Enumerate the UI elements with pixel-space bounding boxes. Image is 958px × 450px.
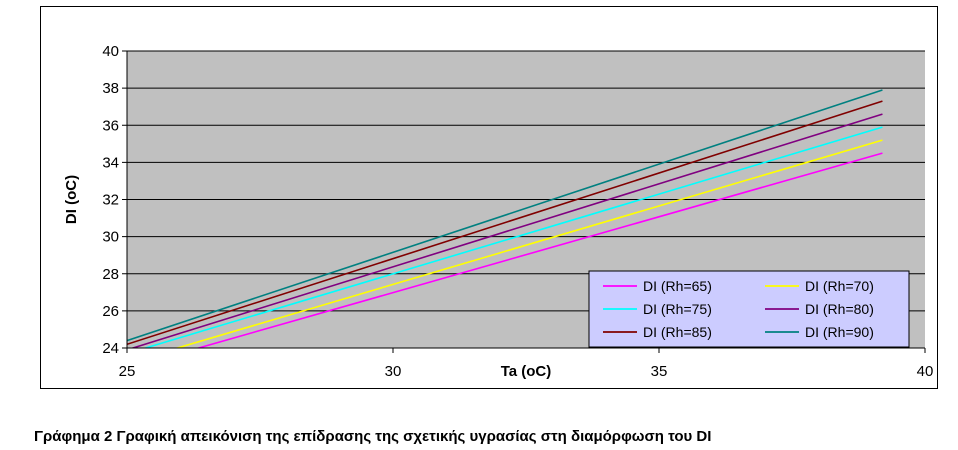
axes bbox=[122, 50, 926, 353]
y-tick-label: 32 bbox=[102, 192, 119, 209]
y-tick-label: 40 bbox=[102, 43, 119, 60]
legend-label-2: DI (Rh=70) bbox=[805, 278, 874, 294]
y-tick-label: 28 bbox=[102, 266, 119, 283]
gridlines bbox=[127, 50, 925, 312]
y-tick-label: 36 bbox=[102, 117, 119, 134]
y-tick-label: 34 bbox=[102, 154, 119, 171]
x-tick-label: 25 bbox=[119, 363, 136, 380]
legend-label-1: DI (Rh=65) bbox=[643, 278, 712, 294]
series-line-1 bbox=[195, 152, 883, 348]
legend-label-6: DI (Rh=90) bbox=[805, 324, 874, 340]
y-tick-label: 24 bbox=[102, 340, 119, 357]
x-tick-label: 30 bbox=[385, 363, 402, 380]
x-tick-label: 35 bbox=[651, 363, 668, 380]
legend-box bbox=[588, 270, 910, 348]
tick-labels: 24 26 28 30 32 34 36 38 40 25 30 35 40 bbox=[102, 43, 933, 380]
series-lines bbox=[127, 89, 883, 348]
y-tick-label: 38 bbox=[102, 80, 119, 97]
legend-label-4: DI (Rh=80) bbox=[805, 301, 874, 317]
figure-caption: Γράφημα 2 Γραφική απεικόνιση της επίδρασ… bbox=[34, 428, 712, 445]
x-tick-label: 40 bbox=[917, 363, 934, 380]
y-tick-label: 26 bbox=[102, 303, 119, 320]
series-line-5 bbox=[127, 100, 883, 346]
y-axis-title: DI (oC) bbox=[63, 175, 80, 224]
legend-label-5: DI (Rh=85) bbox=[643, 324, 712, 340]
legend: DI (Rh=65) DI (Rh=70) DI (Rh=75) DI (Rh=80)… bbox=[588, 270, 910, 348]
y-tick-label: 30 bbox=[102, 229, 119, 246]
series-line-4 bbox=[130, 113, 883, 348]
series-line-2 bbox=[174, 139, 883, 348]
series-line-3 bbox=[142, 126, 883, 348]
chart-svg: 24 26 28 30 32 34 36 38 40 25 30 35 40 Ta (oC) DI (o… bbox=[63, 43, 933, 380]
series-line-6 bbox=[127, 89, 883, 342]
x-axis-title: Ta (oC) bbox=[501, 363, 552, 380]
legend-label-3: DI (Rh=75) bbox=[643, 301, 712, 317]
chart-frame: 24 26 28 30 32 34 36 38 40 25 30 35 40 Ta (oC) DI (o… bbox=[40, 6, 938, 389]
